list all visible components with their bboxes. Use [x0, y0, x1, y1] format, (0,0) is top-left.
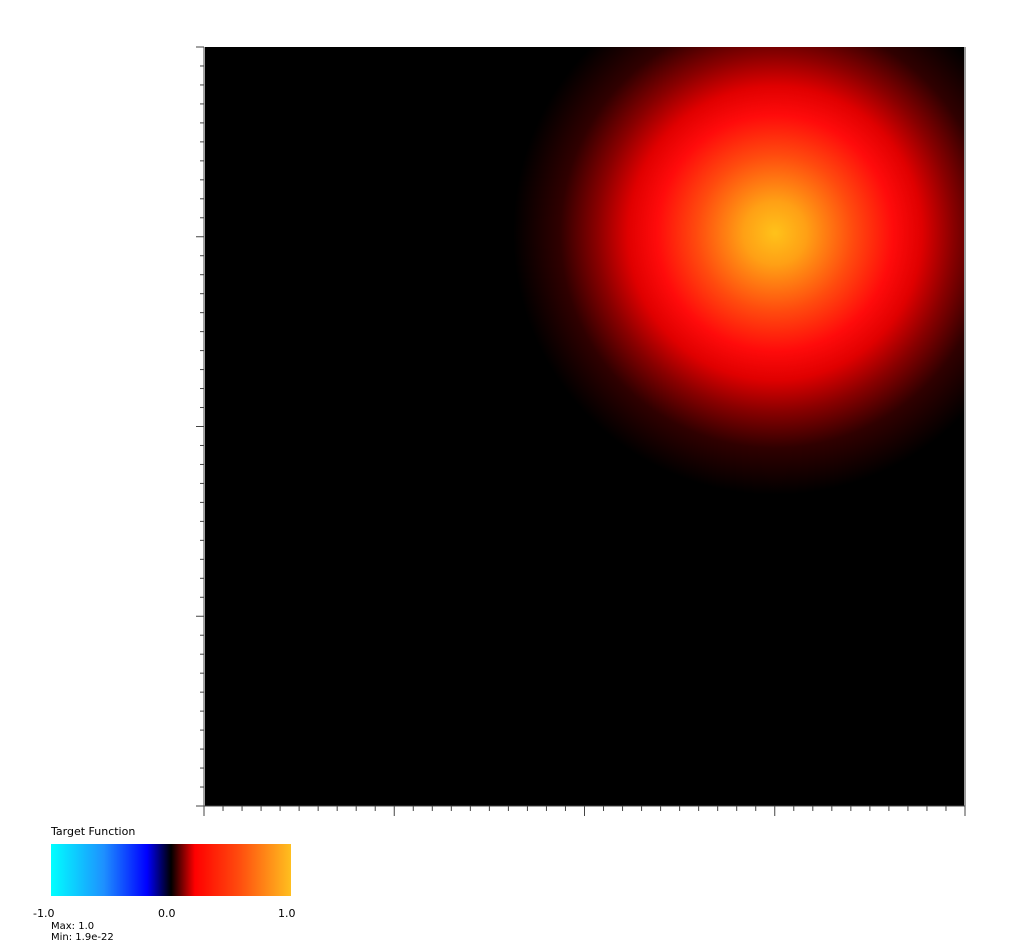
x-axis-ticks	[203, 806, 966, 816]
axes	[196, 46, 966, 816]
gaussian-blob	[513, 47, 965, 495]
y-axis-ticks	[196, 46, 204, 807]
legend-tick-mid: 0.0	[158, 907, 176, 920]
stat-min-value: Min: 1.9e-22	[51, 932, 114, 943]
legend-tick-min: -1.0	[33, 907, 55, 920]
colormap-bar	[51, 844, 291, 896]
legend-tick-max: 1.0	[278, 907, 296, 920]
stat-max-value: Max: 1.0	[51, 921, 95, 932]
scalar-field-plot	[205, 47, 966, 806]
legend-title: Target Function	[51, 825, 136, 838]
